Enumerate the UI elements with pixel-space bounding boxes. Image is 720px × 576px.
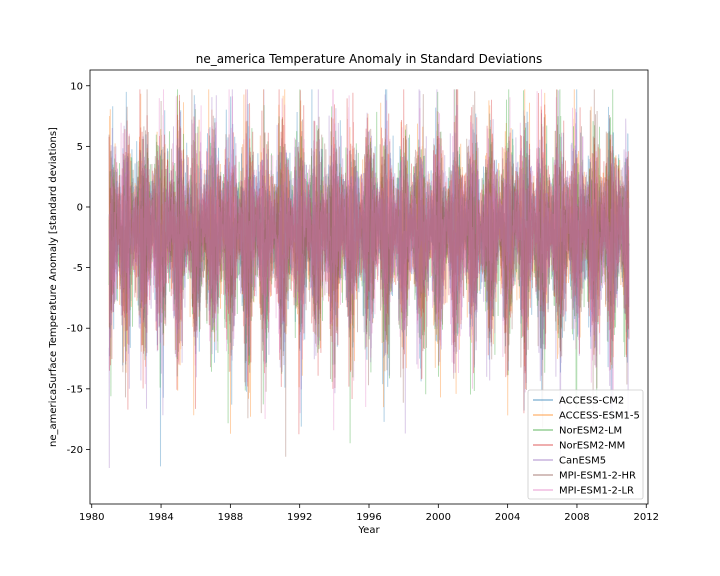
x-tick-label: 2008 <box>564 512 589 523</box>
x-tick-label: 1992 <box>287 512 312 523</box>
y-tick-label: 0 <box>77 202 83 213</box>
x-tick-label: 1996 <box>356 512 381 523</box>
y-axis-label: ne_americaSurface Temperature Anomaly [s… <box>48 127 59 447</box>
series-line <box>108 89 630 479</box>
x-tick-label: 2012 <box>634 512 659 523</box>
y-tick-label: 10 <box>70 81 83 92</box>
x-tick-label: 2004 <box>495 512 520 523</box>
y-tick-label: 5 <box>77 142 83 153</box>
x-tick-label: 2000 <box>426 512 451 523</box>
chart-title: ne_america Temperature Anomaly in Standa… <box>196 52 543 66</box>
legend-label: NorESM2-LM <box>559 426 622 437</box>
series-line <box>108 89 630 434</box>
series-line <box>108 89 630 435</box>
legend-label: ACCESS-ESM1-5 <box>559 411 640 422</box>
series-line <box>108 89 630 457</box>
x-tick-label: 1988 <box>218 512 243 523</box>
legend-box <box>527 389 644 500</box>
x-tick-label: 1984 <box>148 512 173 523</box>
y-tick-label: -10 <box>67 324 83 335</box>
x-axis: 1980 1984 1988 1992 1996 2000 2004 2008 2012 <box>79 504 659 523</box>
plot-area <box>89 69 649 505</box>
legend-label: MPI-ESM1-2-HR <box>559 471 636 482</box>
legend-label: ACCESS-CM2 <box>559 396 624 407</box>
y-axis: 10 5 0 -5 -10 -15 -20 <box>67 81 90 456</box>
series-line <box>108 89 630 467</box>
legend-label: CanESM5 <box>559 456 606 467</box>
y-tick-label: -15 <box>67 384 83 395</box>
y-tick-label: -5 <box>73 263 83 274</box>
y-tick-label: -20 <box>67 445 83 456</box>
series-line <box>108 89 630 444</box>
series-layer <box>108 89 630 479</box>
legend-label: NorESM2-MM <box>559 441 625 452</box>
legend-label: MPI-ESM1-2-LR <box>559 486 634 497</box>
legend: ACCESS-CM2 ACCESS-ESM1-5 NorESM2-LM NorESM2… <box>527 389 644 500</box>
x-axis-label: Year <box>357 525 380 536</box>
x-tick-label: 1980 <box>79 512 104 523</box>
series-line <box>108 89 630 431</box>
